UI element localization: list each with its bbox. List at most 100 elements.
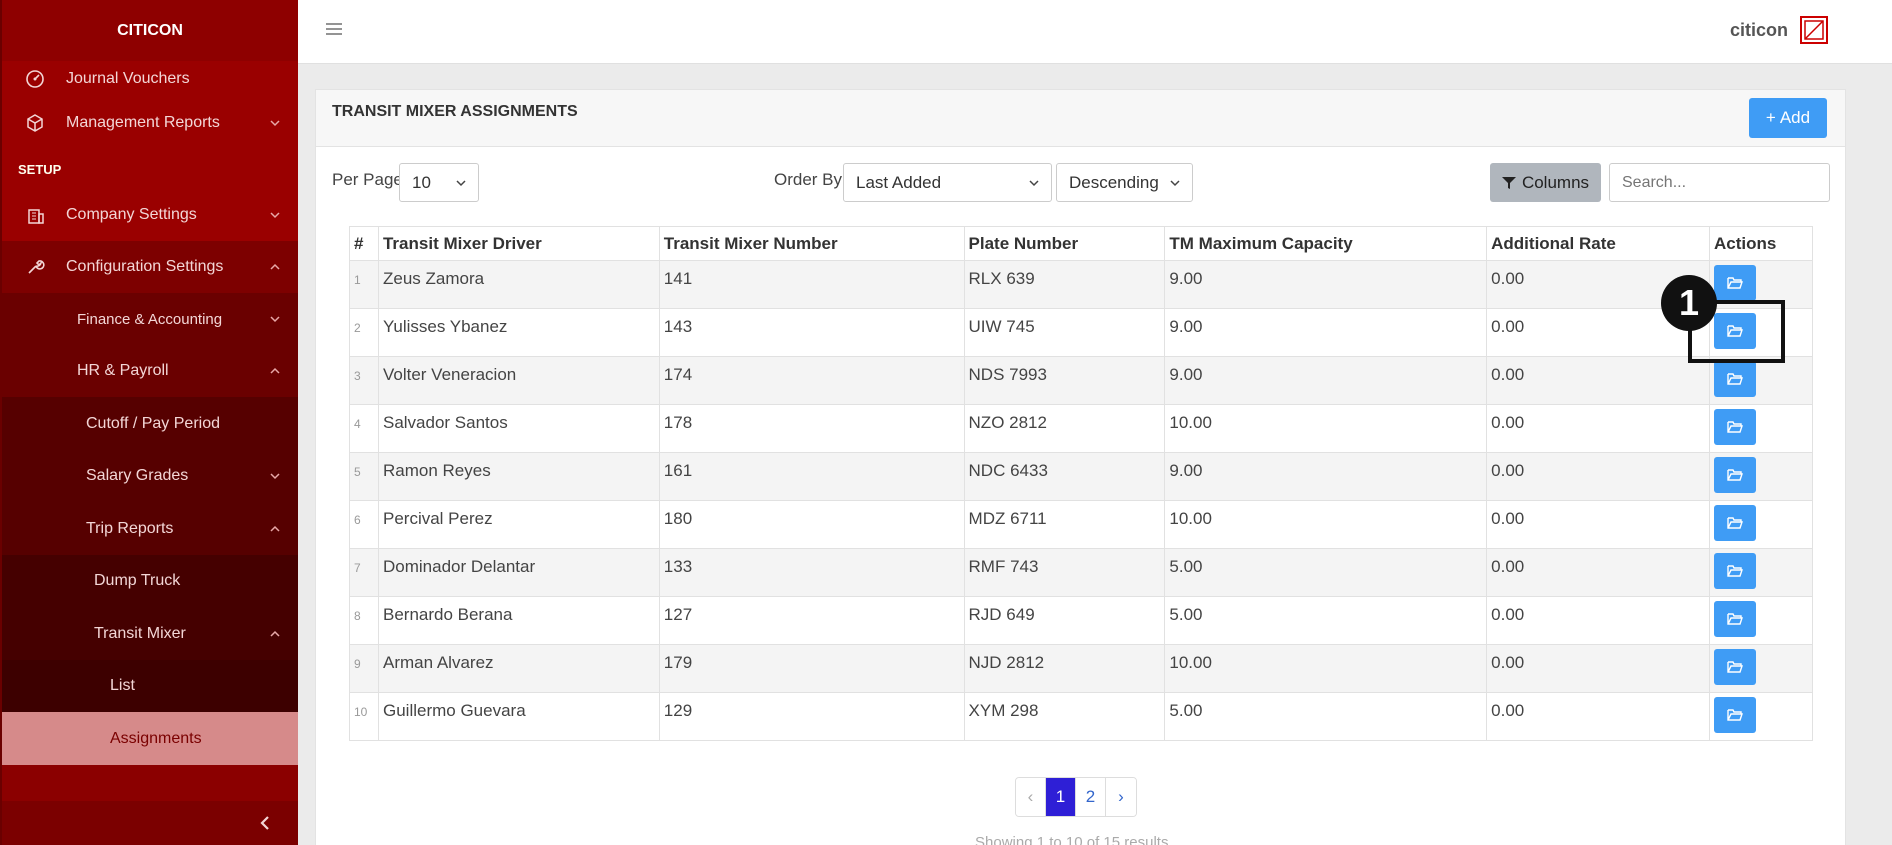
folder-open-icon [1727, 613, 1743, 625]
row-number: 7 [349, 548, 379, 597]
sidebar-item-label: Transit Mixer [94, 624, 186, 642]
actions-cell [1709, 308, 1813, 357]
order-by-select[interactable]: Last Added [843, 163, 1052, 202]
actions-cell [1709, 404, 1813, 453]
column-header-mixer-number[interactable]: Transit Mixer Number [658, 226, 965, 261]
open-folder-button[interactable] [1714, 361, 1756, 397]
pagination-prev-button[interactable]: ‹ [1016, 778, 1046, 816]
sidebar-item-trip-reports[interactable]: Trip Reports [2, 502, 298, 555]
sidebar-item-label: Assignments [110, 729, 202, 747]
open-folder-button[interactable] [1714, 265, 1756, 301]
column-header-additional-rate[interactable]: Additional Rate [1486, 226, 1710, 261]
mixer-number-cell: 174 [658, 356, 965, 405]
topbar: citicon [298, 0, 1892, 64]
column-header-max-capacity[interactable]: TM Maximum Capacity [1164, 226, 1488, 261]
max-capacity-cell: 9.00 [1164, 308, 1488, 357]
plate-number-cell: XYM 298 [963, 692, 1166, 741]
plate-number-cell: NZO 2812 [963, 404, 1166, 453]
chevron-up-icon [270, 525, 280, 532]
brand-logo: CITICON [2, 0, 298, 61]
mixer-number-cell: 143 [658, 308, 965, 357]
chevron-left-icon [260, 816, 269, 830]
additional-rate-cell: 0.00 [1486, 500, 1710, 549]
folder-open-icon [1727, 277, 1743, 289]
sidebar-item-management-reports[interactable]: Management Reports [2, 97, 298, 149]
plate-number-cell: NDC 6433 [963, 452, 1166, 501]
sidebar-item-configuration-settings[interactable]: Configuration Settings [2, 241, 298, 293]
plate-number-cell: RMF 743 [963, 548, 1166, 597]
sidebar-item-label: Dump Truck [94, 572, 181, 589]
row-number: 1 [349, 260, 379, 309]
driver-cell: Arman Alvarez [377, 644, 660, 693]
order-by-label: Order By [774, 170, 843, 189]
sidebar-item-salary-grades[interactable]: Salary Grades [2, 450, 298, 502]
sidebar-item-label: Cutoff / Pay Period [86, 414, 220, 432]
pagination-page-1[interactable]: 1 [1046, 778, 1076, 816]
sidebar-item-label: Trip Reports [86, 519, 174, 537]
sidebar-item-label: HR & Payroll [77, 362, 169, 379]
sidebar-item-dump-truck[interactable]: Dump Truck [2, 555, 298, 607]
max-capacity-cell: 10.00 [1164, 404, 1488, 453]
per-page-select[interactable]: 10 [399, 163, 479, 202]
row-number: 9 [349, 644, 379, 693]
pagination-next-button[interactable]: › [1106, 778, 1136, 816]
additional-rate-cell: 0.00 [1486, 548, 1710, 597]
sidebar-item-hr-payroll[interactable]: HR & Payroll [2, 345, 298, 397]
row-number: 3 [349, 356, 379, 405]
max-capacity-cell: 5.00 [1164, 548, 1488, 597]
hamburger-menu-icon[interactable] [326, 22, 342, 36]
column-header-plate-number[interactable]: Plate Number [963, 226, 1166, 261]
open-folder-button[interactable] [1714, 697, 1756, 733]
sidebar-item-transit-mixer[interactable]: Transit Mixer [2, 607, 298, 660]
user-name[interactable]: citicon [1729, 20, 1788, 40]
folder-open-icon [1727, 469, 1743, 481]
table-row: 6 Percival Perez 180 MDZ 6711 10.00 0.00 [349, 500, 1813, 549]
sidebar-item-label: Configuration Settings [66, 258, 224, 275]
table-row: 1 Zeus Zamora 141 RLX 639 9.00 0.00 [349, 260, 1813, 309]
open-folder-button[interactable] [1714, 457, 1756, 493]
chevron-down-icon [270, 316, 280, 323]
additional-rate-cell: 0.00 [1486, 644, 1710, 693]
open-folder-button[interactable] [1714, 553, 1756, 589]
sort-direction-select[interactable]: Descending [1056, 163, 1193, 202]
dashboard-icon [24, 68, 46, 90]
sidebar-item-cutoff-pay-period[interactable]: Cutoff / Pay Period [2, 397, 298, 450]
sidebar-item-company-settings[interactable]: Company Settings [2, 189, 298, 241]
sidebar-item-finance-accounting[interactable]: Finance & Accounting [2, 293, 298, 345]
actions-cell [1709, 500, 1813, 549]
per-page-label: Per Page [332, 170, 403, 189]
column-header-number[interactable]: # [349, 226, 379, 261]
max-capacity-cell: 10.00 [1164, 644, 1488, 693]
additional-rate-cell: 0.00 [1486, 692, 1710, 741]
building-icon [24, 204, 46, 226]
chevron-down-icon [1170, 180, 1180, 187]
chevron-down-icon [456, 180, 466, 187]
table-row: 2 Yulisses Ybanez 143 UIW 745 9.00 0.00 [349, 308, 1813, 357]
avatar-image-icon [1804, 20, 1824, 40]
open-folder-button[interactable] [1714, 409, 1756, 445]
search-input[interactable] [1609, 163, 1830, 202]
results-summary: Showing 1 to 10 of 15 results [975, 834, 1169, 845]
open-folder-button[interactable] [1714, 649, 1756, 685]
plate-number-cell: NDS 7993 [963, 356, 1166, 405]
additional-rate-cell: 0.00 [1486, 356, 1710, 405]
annotation-highlight-box [1688, 300, 1785, 363]
mixer-number-cell: 179 [658, 644, 965, 693]
pagination-page-2[interactable]: 2 [1076, 778, 1106, 816]
add-button[interactable]: + Add [1749, 98, 1827, 138]
sidebar-item-label: Finance & Accounting [77, 310, 223, 328]
sidebar-collapse-button[interactable] [2, 801, 298, 845]
avatar[interactable] [1800, 16, 1828, 44]
sidebar-item-list[interactable]: List [2, 660, 298, 712]
row-number: 4 [349, 404, 379, 453]
columns-button[interactable]: Columns [1490, 163, 1601, 202]
folder-open-icon [1727, 421, 1743, 433]
open-folder-button[interactable] [1714, 313, 1756, 349]
column-header-driver[interactable]: Transit Mixer Driver [377, 226, 660, 261]
actions-cell [1709, 692, 1813, 741]
sidebar-item-label: Journal Vouchers [66, 70, 190, 87]
sidebar-item-assignments[interactable]: Assignments [2, 712, 298, 765]
sidebar-item-journal-vouchers[interactable]: Journal Vouchers [2, 61, 298, 97]
open-folder-button[interactable] [1714, 505, 1756, 541]
open-folder-button[interactable] [1714, 601, 1756, 637]
